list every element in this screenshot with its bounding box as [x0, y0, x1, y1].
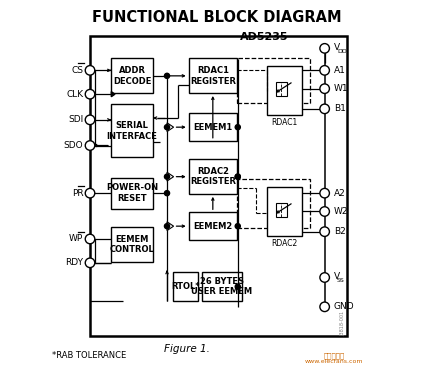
Bar	[172, 272, 198, 301]
Circle shape	[320, 273, 330, 282]
Text: DD: DD	[337, 49, 347, 54]
Circle shape	[320, 43, 330, 53]
Text: J3818-001: J3818-001	[340, 311, 346, 336]
Circle shape	[235, 174, 240, 179]
Bar	[275, 82, 287, 96]
Text: POWER-ON
RESET: POWER-ON RESET	[106, 184, 158, 203]
Circle shape	[165, 73, 170, 78]
Text: GND: GND	[334, 302, 355, 311]
Text: PR: PR	[72, 189, 84, 198]
Text: RDAC1
REGISTER: RDAC1 REGISTER	[190, 66, 236, 85]
Bar	[189, 212, 237, 240]
Text: CLK: CLK	[66, 90, 84, 99]
Text: V: V	[334, 43, 340, 52]
Circle shape	[320, 66, 330, 75]
Text: *RAB TOLERANCE: *RAB TOLERANCE	[52, 351, 126, 360]
Bar	[189, 59, 237, 93]
Text: CS: CS	[71, 66, 84, 75]
Text: W2: W2	[334, 207, 348, 216]
Text: RTOL*: RTOL*	[171, 282, 200, 291]
Circle shape	[320, 207, 330, 216]
Bar	[111, 178, 153, 209]
Text: WP: WP	[69, 234, 84, 244]
Polygon shape	[167, 222, 174, 231]
Text: EEMEM2: EEMEM2	[193, 222, 233, 231]
Circle shape	[85, 234, 95, 244]
Bar	[111, 227, 153, 262]
Polygon shape	[167, 172, 174, 181]
Text: AD5235: AD5235	[240, 32, 288, 42]
Text: 26 BYTES
USER EEMEM: 26 BYTES USER EEMEM	[191, 277, 252, 296]
Bar	[202, 272, 242, 301]
Circle shape	[85, 188, 95, 198]
Circle shape	[320, 188, 330, 198]
Text: A1: A1	[334, 66, 346, 75]
Circle shape	[235, 224, 240, 229]
Circle shape	[165, 224, 170, 229]
Circle shape	[320, 227, 330, 236]
Text: FUNCTIONAL BLOCK DIAGRAM: FUNCTIONAL BLOCK DIAGRAM	[92, 10, 341, 25]
Text: RDAC1: RDAC1	[271, 118, 297, 127]
Text: B2: B2	[334, 227, 346, 236]
Bar	[267, 66, 302, 115]
Circle shape	[320, 104, 330, 114]
Circle shape	[320, 302, 330, 312]
Text: A2: A2	[334, 189, 346, 198]
Text: RDAC2: RDAC2	[271, 239, 297, 248]
Circle shape	[85, 115, 95, 125]
Circle shape	[85, 66, 95, 75]
Text: V: V	[334, 272, 340, 281]
Polygon shape	[111, 92, 115, 97]
Bar	[111, 59, 153, 93]
Bar	[189, 113, 237, 141]
Circle shape	[165, 125, 170, 130]
Bar	[90, 36, 347, 336]
Text: RDY: RDY	[65, 258, 84, 267]
Circle shape	[320, 84, 330, 93]
Bar	[267, 187, 302, 236]
Circle shape	[85, 258, 95, 268]
Text: W1: W1	[334, 84, 349, 93]
Text: RDAC2
REGISTER: RDAC2 REGISTER	[190, 167, 236, 186]
Text: SS: SS	[337, 278, 345, 283]
Bar	[237, 178, 310, 228]
Circle shape	[85, 141, 95, 150]
Text: 电子发烧友: 电子发烧友	[323, 352, 344, 358]
Bar	[275, 203, 287, 217]
Text: ADDR
DECODE: ADDR DECODE	[113, 66, 152, 85]
Polygon shape	[167, 123, 174, 132]
Circle shape	[85, 89, 95, 99]
Circle shape	[235, 284, 240, 289]
Text: SDI: SDI	[68, 115, 84, 124]
Circle shape	[235, 174, 240, 179]
Text: SDO: SDO	[64, 141, 84, 150]
Text: B1: B1	[334, 105, 346, 113]
Circle shape	[165, 174, 170, 179]
Circle shape	[165, 191, 170, 196]
Bar	[237, 57, 310, 103]
Text: EEMEM
CONTROL: EEMEM CONTROL	[110, 235, 155, 254]
Text: SERIAL
INTERFACE: SERIAL INTERFACE	[107, 121, 158, 141]
Text: www.elecfans.com: www.elecfans.com	[304, 359, 363, 364]
Text: Figure 1.: Figure 1.	[164, 344, 210, 354]
Circle shape	[235, 125, 240, 130]
Text: EEMEM1: EEMEM1	[193, 123, 233, 132]
Bar	[189, 159, 237, 194]
Bar	[111, 104, 153, 158]
